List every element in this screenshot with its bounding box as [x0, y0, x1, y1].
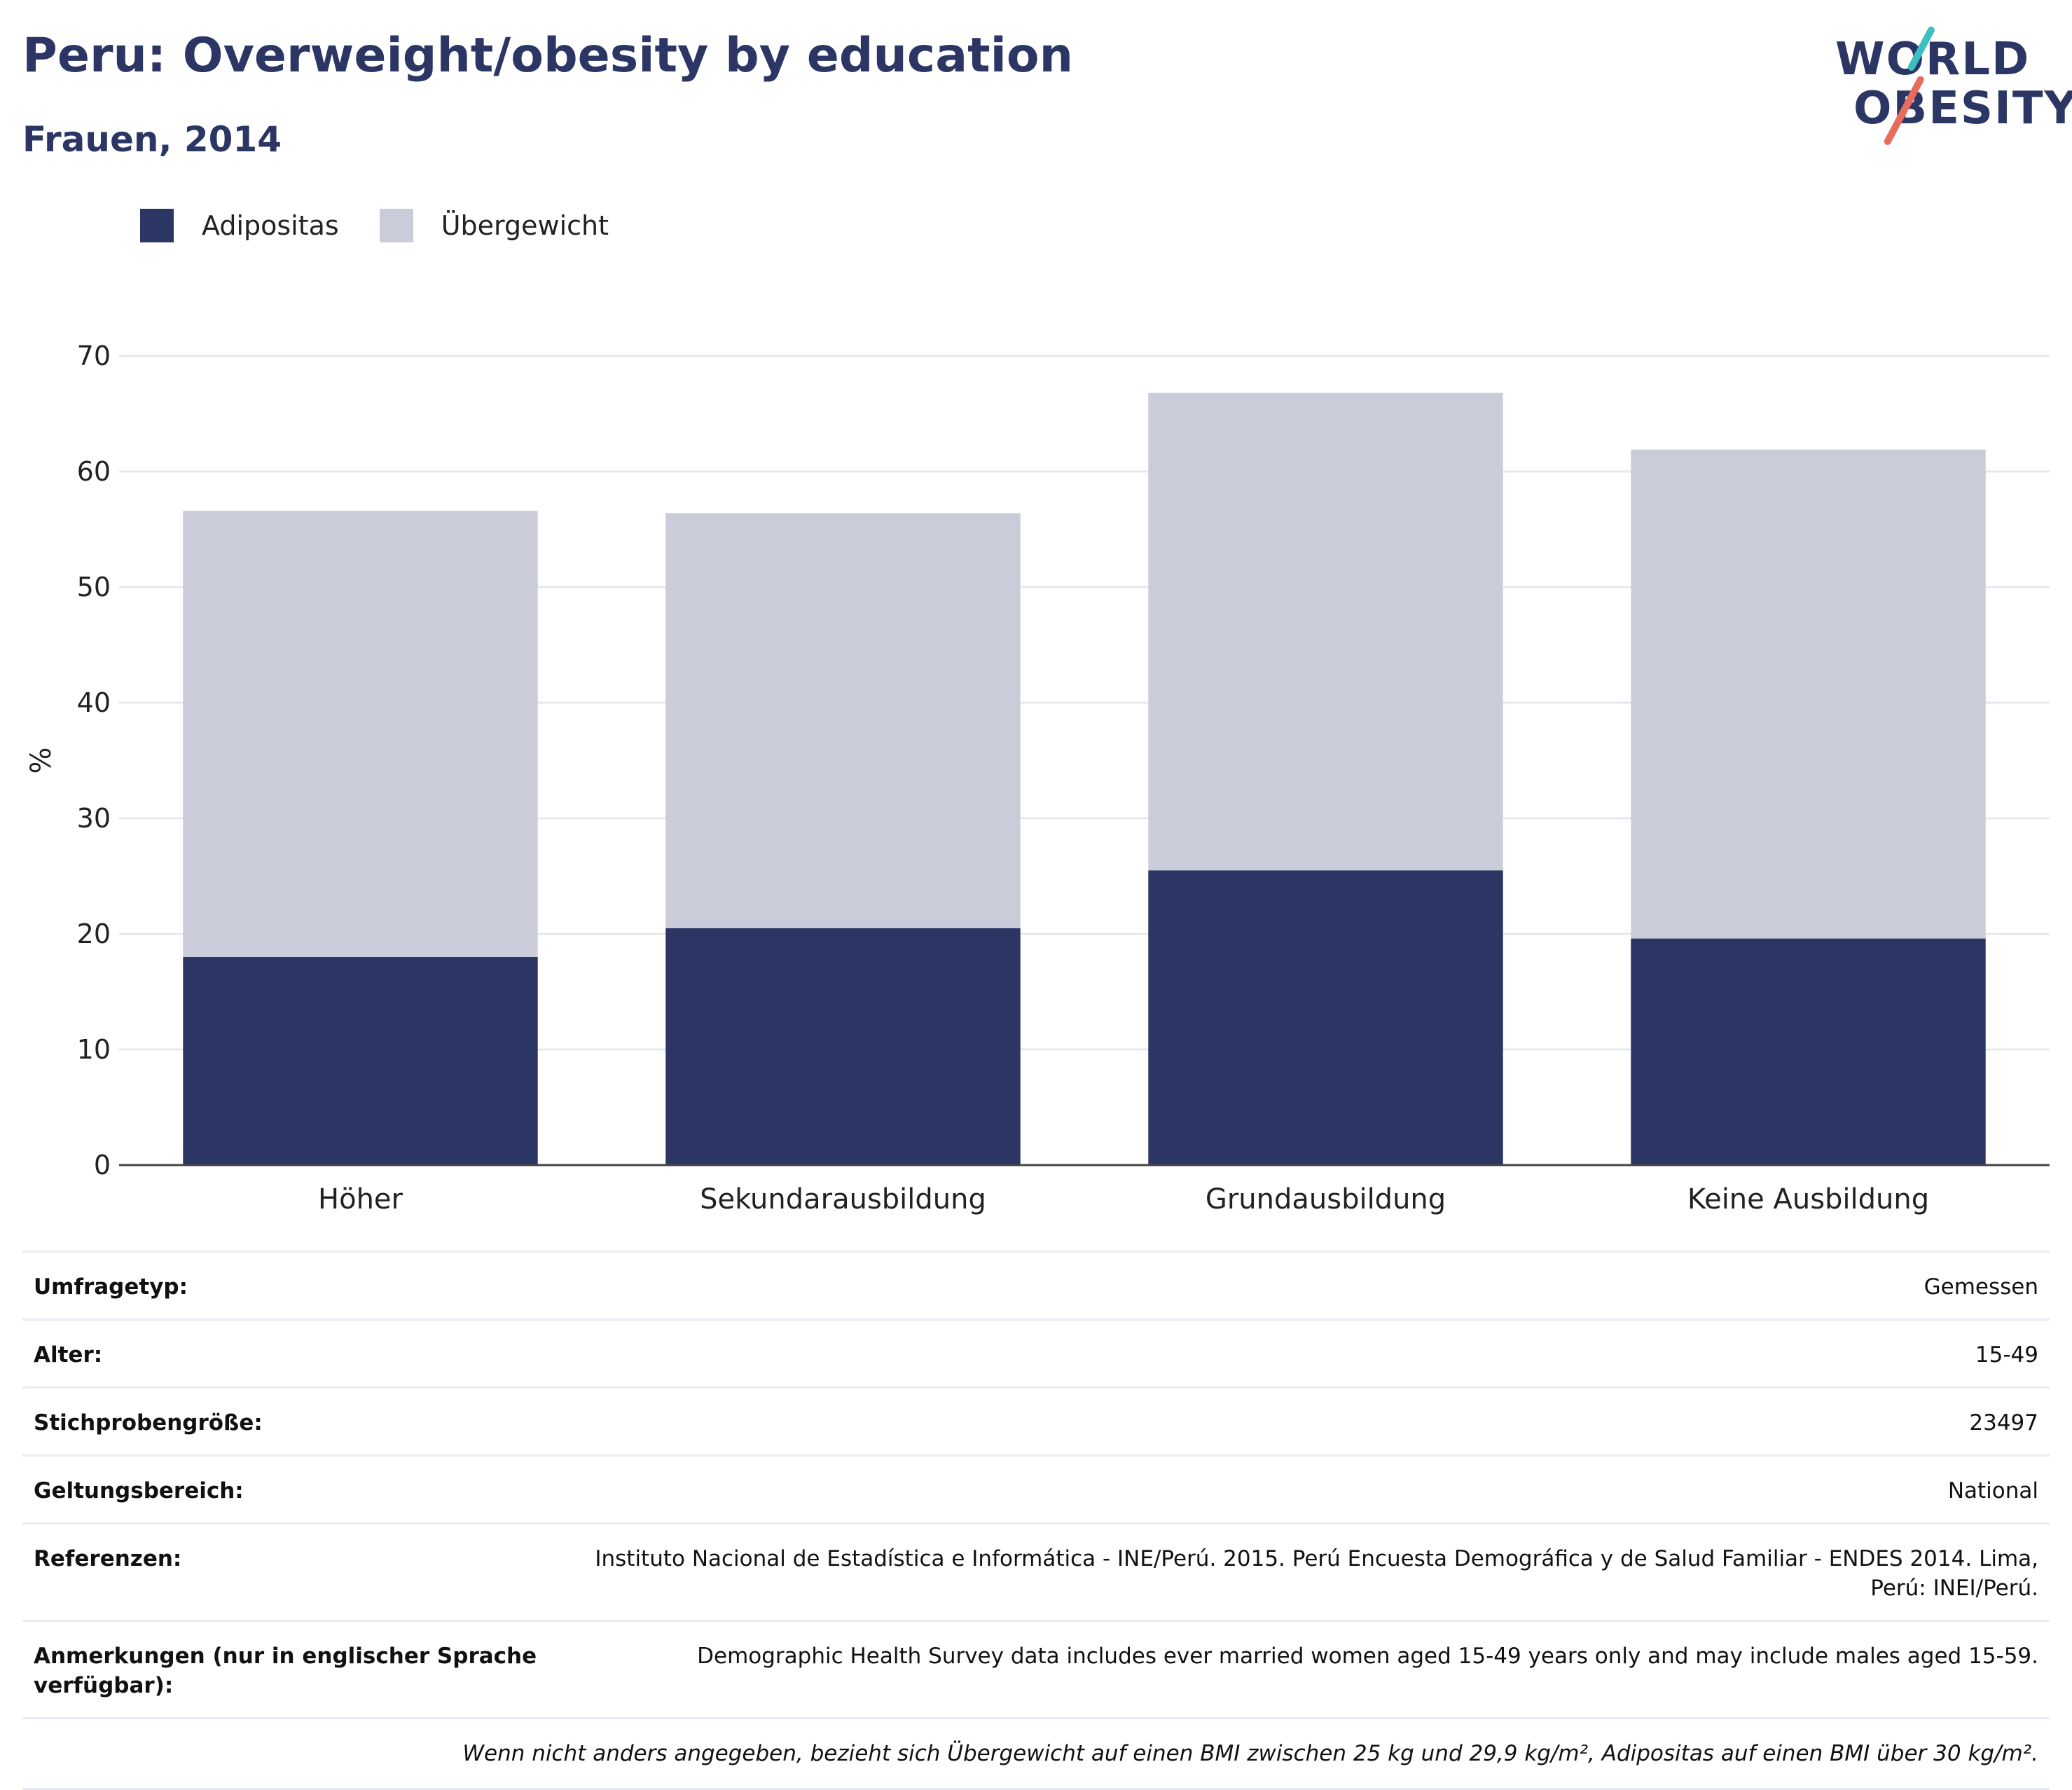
y-tick-label: 60 — [77, 456, 111, 487]
info-row-survey-type: Umfragetyp: Gemessen — [22, 1251, 2050, 1319]
y-tick-label: 40 — [77, 687, 111, 718]
y-tick-label: 70 — [77, 340, 111, 371]
info-value: Demographic Health Survey data includes … — [697, 1644, 2038, 1669]
legend-item-obesity[interactable]: Adipositas — [140, 209, 339, 242]
legend-label-overweight: Übergewicht — [441, 210, 609, 241]
logo-line-2: OBESITY — [1853, 83, 2072, 135]
bar-overweight — [665, 513, 1021, 928]
info-row-sample-size: Stichprobengröße: 23497 — [22, 1386, 2050, 1454]
info-value: 15-49 — [1975, 1342, 2038, 1368]
legend-item-overweight[interactable]: Übergewicht — [379, 209, 609, 242]
page-subtitle: Frauen, 2014 — [22, 119, 282, 160]
info-row-references: Referenzen: Instituto Nacional de Estadí… — [22, 1522, 2050, 1620]
info-footnote: Wenn nicht anders angegeben, bezieht sic… — [22, 1717, 2050, 1790]
chart-legend: Adipositas Übergewicht — [140, 209, 649, 242]
legend-label-obesity: Adipositas — [202, 210, 339, 241]
bar-obesity — [1148, 870, 1503, 1165]
logo-line-1: WORLD — [1835, 34, 2031, 85]
y-axis-label: % — [25, 747, 57, 773]
x-tick-label: Höher — [318, 1183, 403, 1216]
bar-overweight — [1631, 449, 1986, 939]
x-tick-label: Grundausbildung — [1206, 1183, 1446, 1216]
info-key: Referenzen: — [34, 1546, 182, 1571]
bar-obesity — [665, 928, 1021, 1165]
legend-swatch-obesity — [140, 209, 174, 242]
info-value: Instituto Nacional de Estadística e Info… — [595, 1546, 2038, 1601]
x-tick-label: Keine Ausbildung — [1687, 1183, 1929, 1216]
info-key: Stichprobengröße: — [34, 1410, 263, 1436]
info-value: Gemessen — [1923, 1274, 2038, 1300]
info-value: 23497 — [1969, 1410, 2038, 1436]
info-key: Geltungsbereich: — [34, 1478, 244, 1503]
info-value: National — [1947, 1478, 2038, 1503]
bar-overweight — [183, 511, 538, 957]
y-tick-label: 50 — [77, 572, 111, 603]
y-tick-label: 30 — [77, 803, 111, 834]
info-row-coverage: Geltungsbereich: National — [22, 1454, 2050, 1522]
legend-swatch-overweight — [379, 209, 413, 242]
info-key: Anmerkungen (nur in englischer Sprache v… — [34, 1644, 537, 1698]
world-obesity-logo: WORLD OBESITY — [1821, 21, 2072, 147]
y-tick-label: 10 — [77, 1034, 111, 1065]
survey-info-table: Umfragetyp: Gemessen Alter: 15-49 Stichp… — [22, 1251, 2050, 1790]
bar-obesity — [1631, 938, 1986, 1165]
info-key: Alter: — [34, 1342, 103, 1368]
stacked-bar-chart: 0 10 20 30 40 50 60 70% Höher Sekundarausbildung G… — [25, 340, 2050, 1216]
y-tick-label: 0 — [94, 1150, 111, 1180]
bar-overweight — [1148, 392, 1503, 871]
info-key: Umfragetyp: — [34, 1274, 188, 1300]
bar-obesity — [183, 957, 538, 1165]
y-tick-label: 20 — [77, 918, 111, 949]
info-row-age: Alter: 15-49 — [22, 1319, 2050, 1386]
page-title: Peru: Overweight/obesity by education — [22, 28, 1074, 83]
x-tick-label: Sekundarausbildung — [700, 1183, 986, 1216]
info-row-notes: Anmerkungen (nur in englischer Sprache v… — [22, 1620, 2050, 1717]
